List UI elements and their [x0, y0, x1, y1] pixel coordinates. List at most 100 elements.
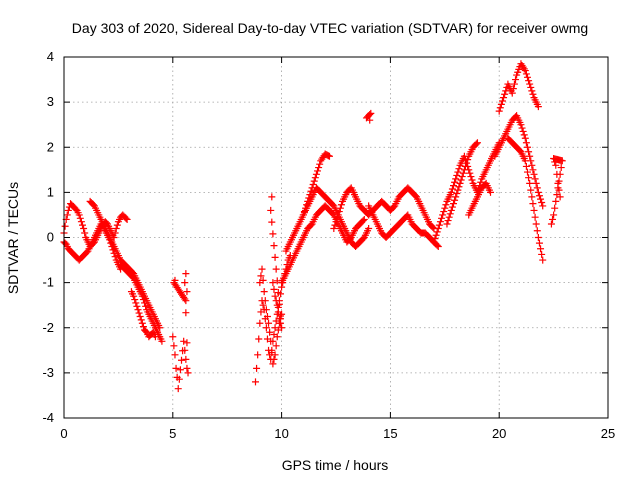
- x-tick-label: 5: [169, 426, 176, 441]
- data-point: [461, 162, 469, 170]
- data-point: [551, 204, 559, 212]
- data-point: [311, 174, 319, 182]
- data-point: [523, 143, 531, 151]
- data-point: [262, 306, 270, 314]
- x-tick-label: 0: [60, 426, 67, 441]
- data-point: [183, 288, 191, 296]
- data-point: [448, 203, 456, 211]
- data-point: [268, 218, 276, 226]
- data-point: [268, 193, 276, 201]
- data-point: [533, 184, 541, 192]
- data-point: [459, 169, 467, 177]
- data-point: [269, 279, 277, 287]
- data-point: [259, 276, 267, 284]
- data-point: [528, 87, 536, 95]
- data-point: [254, 351, 262, 359]
- data-point: [130, 292, 138, 300]
- data-point: [76, 214, 84, 222]
- data-point: [267, 206, 275, 214]
- series-track-l: [299, 150, 333, 219]
- data-point: [271, 292, 279, 300]
- data-point: [183, 364, 191, 372]
- data-point: [274, 289, 282, 297]
- data-point: [550, 211, 558, 219]
- data-point: [522, 162, 530, 170]
- data-point: [259, 301, 267, 309]
- data-point: [171, 351, 179, 359]
- data-point: [334, 211, 342, 219]
- data-point: [533, 227, 541, 235]
- data-point: [315, 164, 323, 172]
- data-point: [446, 210, 454, 218]
- data-point: [527, 186, 535, 194]
- data-point: [300, 208, 308, 216]
- data-point: [367, 109, 375, 117]
- data-point: [551, 158, 559, 166]
- data-point: [175, 375, 183, 383]
- data-points: [60, 60, 566, 393]
- data-point: [256, 319, 264, 327]
- data-point: [359, 217, 367, 225]
- series-track-s: [495, 60, 542, 115]
- data-point: [445, 213, 453, 221]
- data-point: [523, 73, 531, 81]
- y-tick-label: -3: [42, 365, 54, 380]
- data-point: [529, 166, 537, 174]
- data-point: [554, 179, 562, 187]
- plot-frame: [63, 56, 609, 419]
- data-point: [430, 238, 438, 246]
- data-point: [182, 355, 190, 363]
- data-point: [555, 186, 563, 194]
- data-point: [135, 309, 143, 317]
- data-point: [174, 385, 182, 393]
- y-axis: -4 -3 -2 -1 0 1 2 3 4: [42, 49, 608, 425]
- data-point: [443, 220, 451, 228]
- y-tick-label: 3: [47, 94, 54, 109]
- data-point: [111, 229, 119, 237]
- data-point: [521, 67, 529, 75]
- x-tick-label: 25: [601, 426, 615, 441]
- data-point: [517, 121, 525, 129]
- data-point: [538, 199, 546, 207]
- data-point: [438, 214, 446, 222]
- y-tick-label: 4: [47, 49, 54, 64]
- data-point: [77, 218, 85, 226]
- data-point: [134, 306, 142, 314]
- data-point: [457, 176, 465, 184]
- data-point: [176, 366, 184, 374]
- data-point: [512, 76, 520, 84]
- data-point: [137, 316, 145, 324]
- data-point: [531, 175, 539, 183]
- series-track-i: [267, 193, 286, 332]
- data-point: [78, 221, 86, 229]
- data-point: [435, 221, 443, 229]
- data-point: [263, 312, 271, 320]
- data-point: [521, 134, 529, 142]
- data-point: [266, 328, 274, 336]
- data-point: [444, 217, 452, 225]
- data-point: [458, 173, 466, 181]
- data-point: [272, 342, 280, 350]
- data-point: [331, 221, 339, 229]
- series-track-v: [547, 155, 566, 228]
- y-tick-label: 2: [47, 139, 54, 154]
- data-point: [310, 177, 318, 185]
- data-point: [132, 299, 140, 307]
- data-point: [522, 70, 530, 78]
- data-point: [299, 211, 307, 219]
- data-point: [251, 378, 259, 386]
- data-point: [265, 319, 273, 327]
- data-point: [151, 333, 159, 341]
- data-point: [500, 94, 508, 102]
- data-point: [314, 167, 322, 175]
- data-point: [278, 324, 286, 332]
- data-point: [305, 194, 313, 202]
- data-point: [258, 265, 266, 273]
- data-point: [508, 89, 516, 97]
- x-axis-label: GPS time / hours: [282, 457, 389, 473]
- data-point: [539, 202, 547, 210]
- data-point: [453, 190, 461, 198]
- data-point: [325, 152, 333, 160]
- data-point: [530, 206, 538, 214]
